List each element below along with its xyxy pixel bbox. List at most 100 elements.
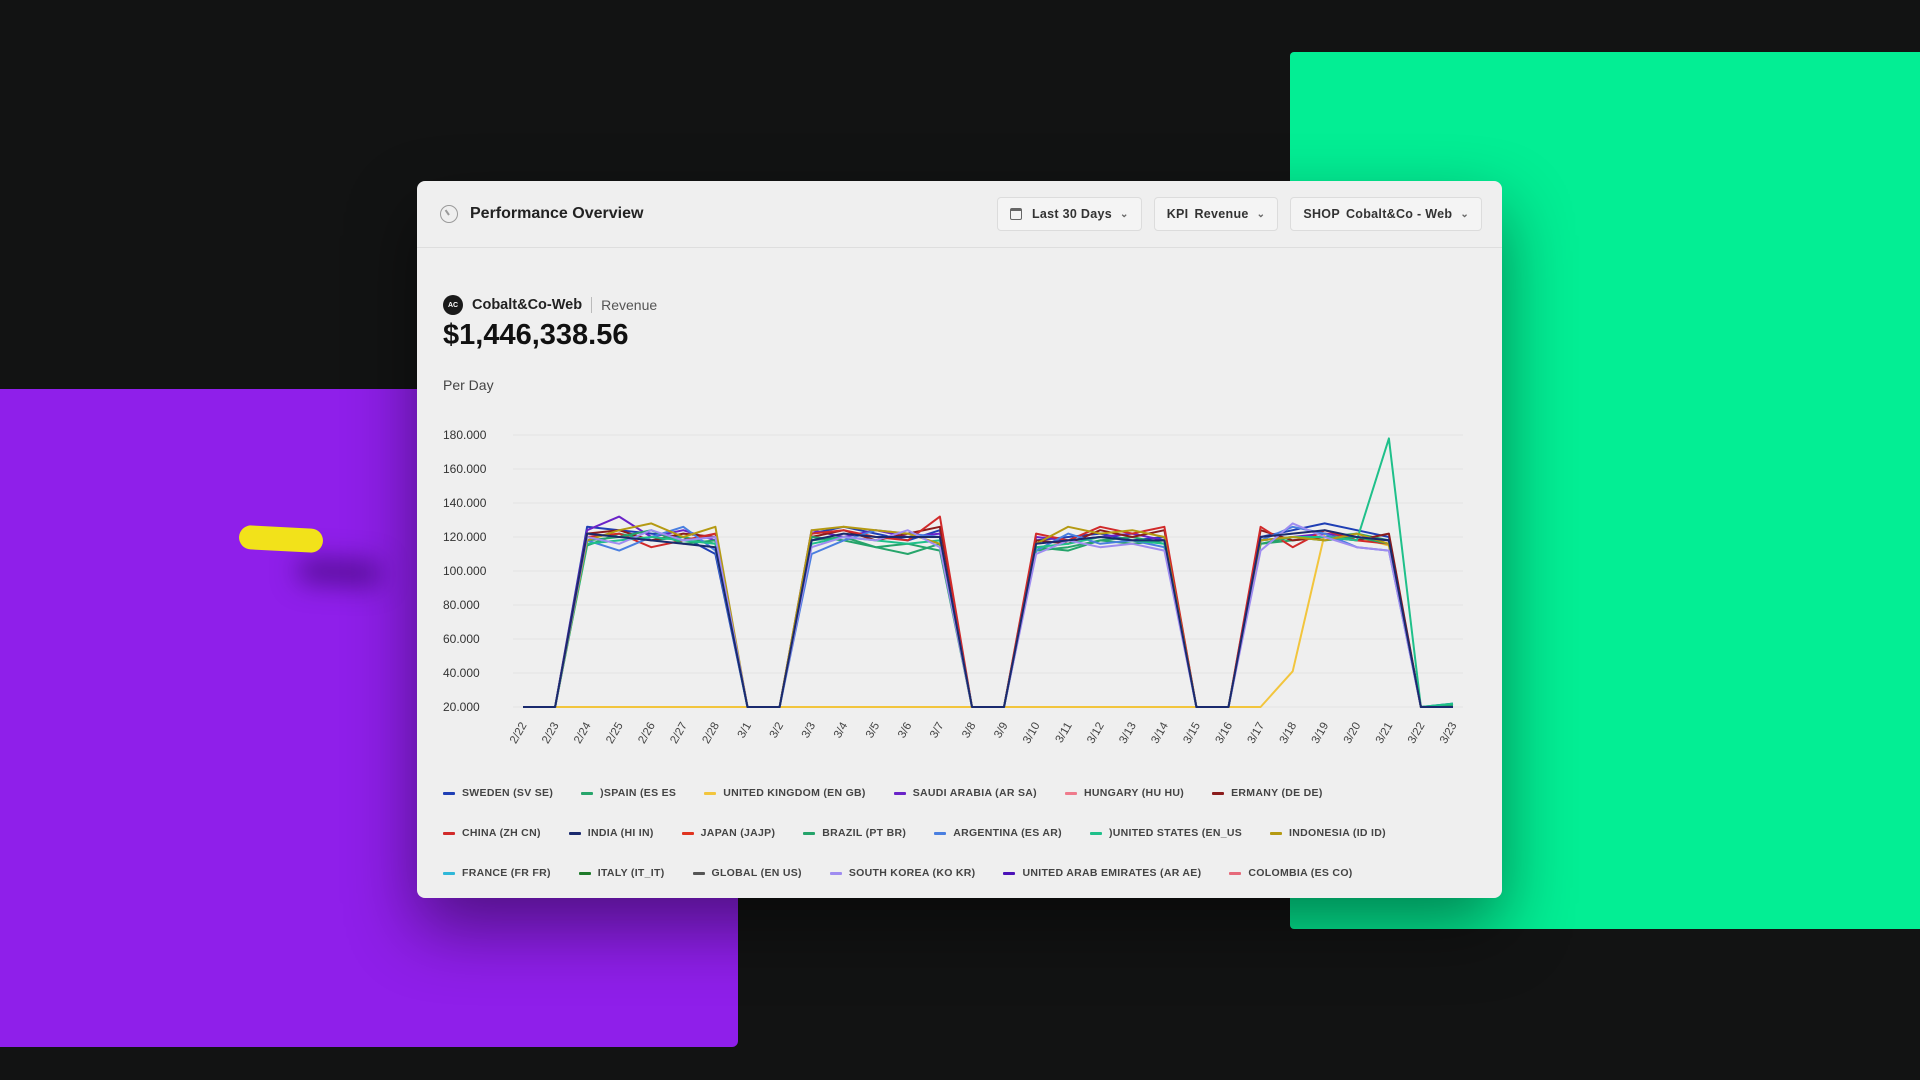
legend-label: SOUTH KOREA (KO KR) — [848, 867, 976, 879]
shop-summary-row: AC Cobalt&Co-Web Revenue — [443, 295, 657, 315]
legend-item[interactable]: SOUTH KOREA (KO KR) — [829, 865, 976, 881]
x-tick-label: 3/9 — [992, 721, 1010, 741]
shop-dropdown[interactable]: SHOP Cobalt&Co - Web ⌄ — [1290, 197, 1482, 231]
date-range-label: Last 30 Days — [1031, 207, 1112, 221]
legend-item[interactable]: INDIA (HI IN) — [568, 825, 654, 841]
series-line-china-zh-cn — [523, 515, 1453, 708]
legend-label: INDIA (HI IN) — [587, 827, 654, 839]
metric-name: Revenue — [601, 297, 658, 313]
x-tick-label: 3/23 — [1438, 721, 1460, 746]
series-line-argentina-es-ar — [523, 525, 1453, 708]
legend-label: )UNITED STATES (EN_US — [1108, 827, 1243, 839]
x-tick-label: 2/23 — [540, 721, 562, 746]
x-tick-label: 3/22 — [1406, 721, 1428, 746]
series-line-sweden-sv-se — [523, 522, 1454, 708]
legend-swatch — [681, 831, 694, 835]
legend-label: ARGENTINA (ES AR) — [953, 827, 1062, 839]
legend-swatch — [443, 791, 455, 795]
x-tick-label: 3/8 — [960, 721, 978, 741]
x-tick-label: 3/12 — [1085, 721, 1107, 746]
legend-label: UNITED ARAB EMIRATES (AR AE) — [1022, 867, 1202, 879]
legend-item[interactable]: SWEDEN (SV SE) — [443, 785, 553, 801]
legend-swatch — [803, 831, 816, 835]
series-line-india-hi-in — [523, 529, 1453, 708]
legend-label: CHINA (ZH CN) — [462, 827, 541, 839]
legend-item[interactable]: UNITED KINGDOM (EN GB) — [704, 785, 866, 801]
x-tick-label: 3/5 — [864, 721, 882, 741]
legend-swatch — [1003, 871, 1016, 875]
series-line-south-korea-ko-kr — [523, 522, 1453, 708]
x-tick-label: 2/27 — [668, 721, 690, 746]
legend-swatch — [443, 831, 455, 835]
x-tick-label: 3/3 — [800, 721, 818, 741]
legend-item[interactable]: SAUDI ARABIA (AR SA) — [893, 785, 1037, 801]
x-tick-label: 3/1 — [736, 721, 754, 741]
x-tick-label: 3/13 — [1117, 721, 1139, 746]
series-line-ermany-de-de — [523, 525, 1453, 708]
y-tick-label: 60.000 — [443, 632, 480, 646]
legend-item[interactable]: GLOBAL (EN US) — [692, 865, 802, 881]
y-tick-label: 100.000 — [443, 564, 487, 578]
period-label: Per Day — [443, 377, 494, 393]
legend-label: ERMANY (DE DE) — [1231, 787, 1323, 799]
filter-controls: Last 30 Days ⌄ KPI Revenue ⌄ SHOP Cobalt… — [996, 197, 1502, 231]
date-range-dropdown[interactable]: Last 30 Days ⌄ — [996, 197, 1142, 231]
legend-item[interactable]: CHINA (ZH CN) — [443, 825, 541, 841]
legend-label: JAPAN (JAJP) — [700, 827, 776, 839]
legend-item[interactable]: ITALY (IT_IT) — [578, 865, 665, 881]
legend-swatch — [578, 871, 591, 875]
legend-label: SWEDEN (SV SE) — [462, 787, 554, 799]
legend-swatch — [1270, 831, 1283, 835]
legend-swatch — [568, 831, 581, 835]
revenue-line-chart: 180.000 160.000 140.000 120.000 100.000 80.00… — [443, 428, 1463, 746]
chevron-down-icon: ⌄ — [1460, 208, 1469, 220]
legend-label: UNITED KINGDOM (EN GB) — [723, 787, 866, 799]
legend-label: HUNGARY (HU HU) — [1083, 787, 1185, 799]
series-line-united-states-en-us — [523, 437, 1454, 708]
legend-item[interactable]: HUNGARY (HU HU) — [1064, 785, 1185, 801]
y-tick-label: 180.000 — [443, 428, 487, 442]
legend-item[interactable]: FRANCE (FR FR) — [443, 865, 551, 881]
legend-swatch — [1089, 831, 1102, 835]
x-tick-label: 3/10 — [1021, 721, 1043, 746]
kpi-prefix: KPI — [1166, 207, 1189, 221]
legend-item[interactable]: ARGENTINA (ES AR) — [934, 825, 1062, 841]
x-tick-label: 3/2 — [768, 721, 786, 741]
panel-title: Performance Overview — [470, 205, 644, 222]
series-line-brazil-pt-br — [523, 529, 1453, 708]
legend-item[interactable]: COLOMBIA (ES CO) — [1229, 865, 1352, 881]
total-revenue-value: $1,446,338.56 — [443, 319, 629, 351]
shop-value: Cobalt&Co - Web — [1345, 207, 1453, 221]
shop-name: Cobalt&Co-Web — [472, 297, 583, 313]
legend-item[interactable]: )SPAIN (ES ES — [581, 785, 676, 801]
avatar: AC — [443, 295, 463, 315]
y-tick-label: 140.000 — [443, 496, 487, 510]
y-tick-label: 40.000 — [443, 666, 480, 680]
x-tick-label: 3/11 — [1054, 721, 1075, 746]
series-line-spain-es-es — [523, 532, 1454, 708]
x-tick-label: 3/14 — [1149, 720, 1171, 746]
x-tick-label: 3/4 — [832, 720, 851, 740]
gauge-icon — [440, 205, 458, 223]
legend-item[interactable]: INDONESIA (ID ID) — [1270, 825, 1386, 841]
legend-item[interactable]: ERMANY (DE DE) — [1212, 785, 1323, 801]
chevron-down-icon: ⌄ — [1256, 208, 1266, 220]
legend-item[interactable]: JAPAN (JAJP) — [681, 825, 776, 841]
x-tick-label: 2/25 — [604, 721, 626, 746]
legend-label: )SPAIN (ES ES — [600, 787, 677, 799]
legend-item[interactable]: BRAZIL (PT BR) — [803, 825, 906, 841]
legend-label: GLOBAL (EN US) — [711, 867, 802, 879]
legend-item[interactable]: )UNITED STATES (EN_US — [1089, 825, 1243, 841]
kpi-dropdown[interactable]: KPI Revenue ⌄ — [1153, 197, 1279, 231]
x-tick-label: 2/24 — [572, 720, 594, 746]
legend-label: ITALY (IT_IT) — [597, 867, 665, 879]
x-tick-label: 2/28 — [700, 721, 722, 746]
legend-label: FRANCE (FR FR) — [462, 867, 551, 879]
legend-swatch — [692, 871, 705, 875]
legend-swatch — [829, 871, 842, 875]
x-tick-label: 3/18 — [1278, 721, 1300, 746]
x-tick-label: 2/26 — [636, 721, 658, 746]
performance-panel: Performance Overview Last 30 Days ⌄ KPI … — [417, 181, 1502, 898]
legend-item[interactable]: UNITED ARAB EMIRATES (AR AE) — [1003, 865, 1201, 881]
divider — [591, 297, 593, 313]
